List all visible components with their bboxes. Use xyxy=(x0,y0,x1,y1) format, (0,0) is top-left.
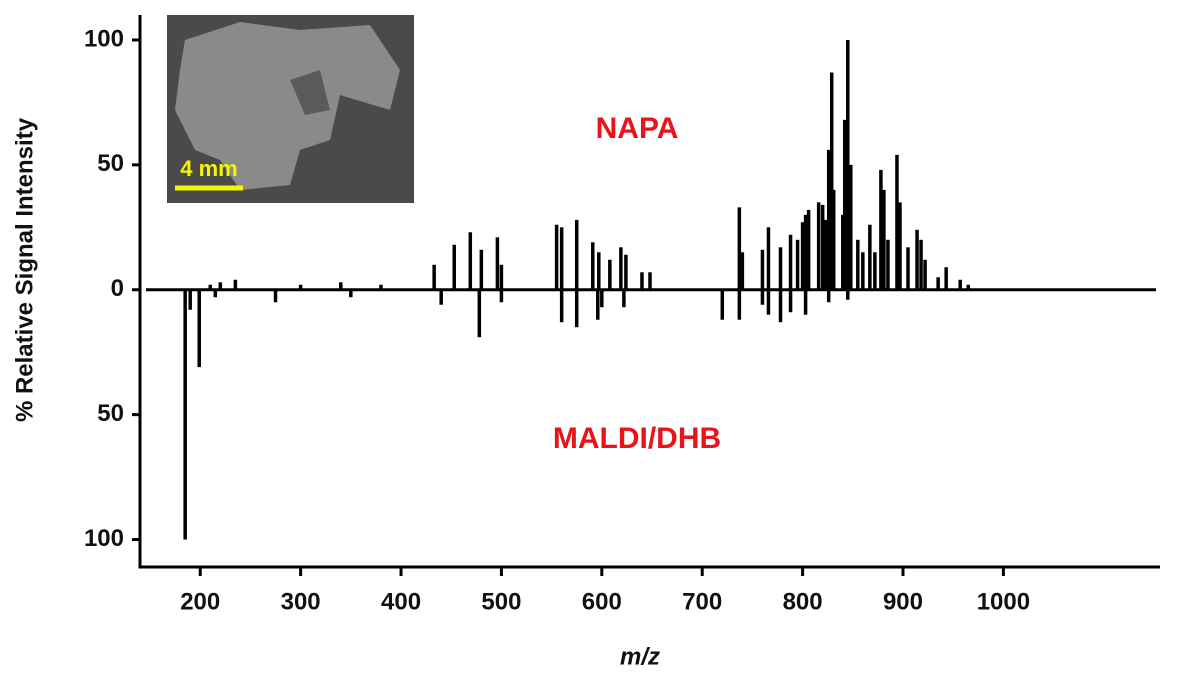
y-tick-label: 50 xyxy=(97,400,124,427)
y-tick-label: 100 xyxy=(84,525,124,552)
x-tick-label: 600 xyxy=(582,588,622,615)
x-tick-label: 500 xyxy=(481,588,521,615)
x-tick-label: 900 xyxy=(883,588,923,615)
y-tick-label: 100 xyxy=(84,25,124,52)
inset-tissue xyxy=(175,22,400,190)
x-tick-label: 400 xyxy=(381,588,421,615)
x-tick-label: 800 xyxy=(783,588,823,615)
x-tick-label: 200 xyxy=(180,588,220,615)
y-tick-label: 50 xyxy=(97,150,124,177)
x-tick-label: 700 xyxy=(682,588,722,615)
series-label: MALDI/DHB xyxy=(553,422,721,455)
y-axis-title: % Relative Signal Intensity xyxy=(11,117,38,422)
y-tick-label: 0 xyxy=(111,275,124,302)
series-label: NAPA xyxy=(596,112,679,145)
x-tick-label: 300 xyxy=(281,588,321,615)
inset-photo: 4 mm xyxy=(167,15,414,203)
inset-scale-label: 4 mm xyxy=(180,156,237,181)
x-tick-label: 1000 xyxy=(977,588,1030,615)
inset-tissue-detail xyxy=(290,70,330,115)
x-axis-title: m/z xyxy=(620,643,660,670)
